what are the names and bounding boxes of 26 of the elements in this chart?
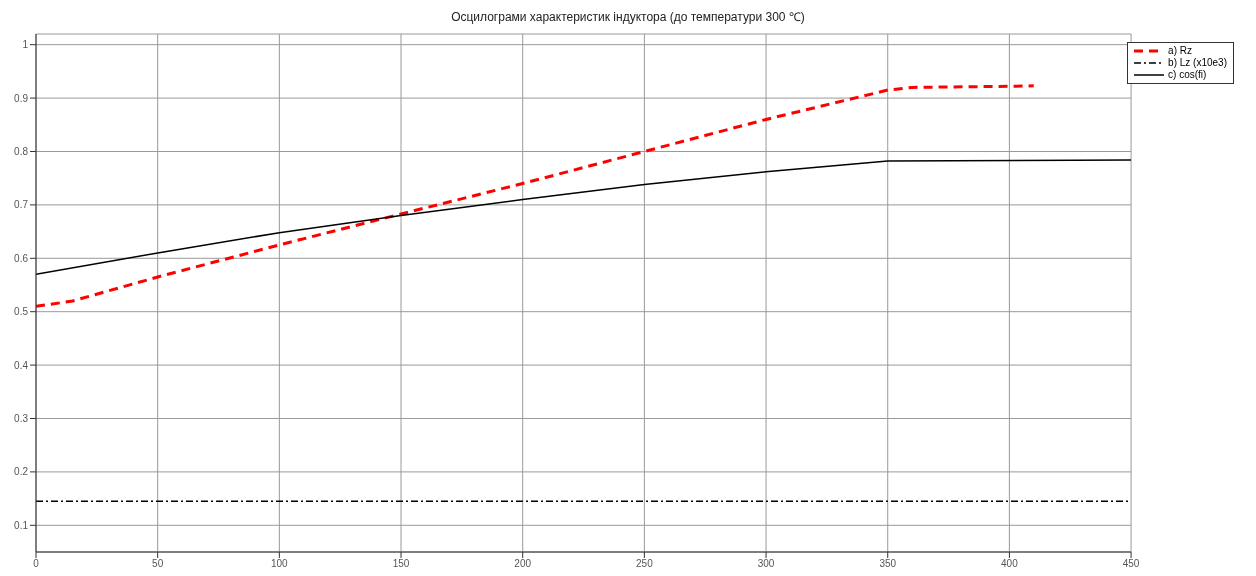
legend-label: b) Lz (x10e3) <box>1168 57 1227 69</box>
x-tick-label: 150 <box>392 558 410 570</box>
legend-label: c) cos(fi) <box>1168 69 1207 81</box>
y-tick-label: 0.5 <box>14 306 29 318</box>
x-tick-label: 300 <box>757 558 775 570</box>
y-tick-label: 0.7 <box>14 199 29 211</box>
y-tick-label: 0.6 <box>14 252 29 264</box>
y-tick-label: 0.3 <box>14 413 29 425</box>
y-tick-label: 0.1 <box>14 519 29 531</box>
x-tick-label: 200 <box>514 558 532 570</box>
y-tick-label: 0.8 <box>14 146 29 158</box>
chart-title: Осцилограми характеристик індуктора (до температури 300 ℃) <box>450 9 806 26</box>
y-tick-label: 0.9 <box>14 92 29 104</box>
x-tick-label: 450 <box>1122 558 1140 570</box>
line-series <box>36 159 1132 276</box>
x-tick-label: 50 <box>152 558 164 570</box>
x-tick-label: 350 <box>879 558 897 570</box>
y-tick-label: 0.4 <box>14 359 29 371</box>
x-tick-label: 0 <box>33 558 40 570</box>
x-tick-label: 100 <box>271 558 289 570</box>
x-tick-label: 400 <box>1001 558 1019 570</box>
line-series <box>36 84 1036 308</box>
y-tick-label: 0.2 <box>14 466 29 478</box>
legend-label: a) Rz <box>1168 45 1192 57</box>
x-tick-label: 250 <box>636 558 654 570</box>
y-tick-label: 1 <box>22 39 29 51</box>
